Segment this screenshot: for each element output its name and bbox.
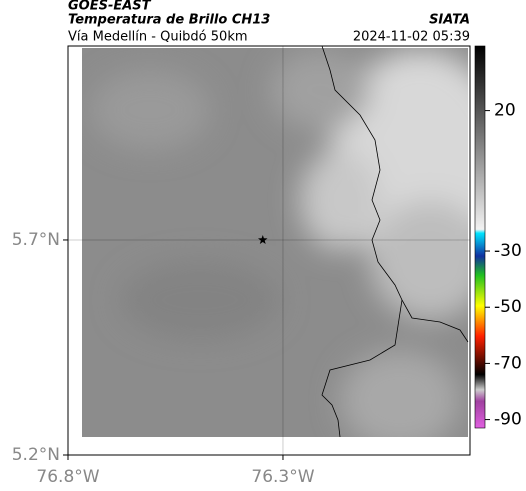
colorbar-tick-label: -30 <box>494 241 522 261</box>
subtitle: Temperatura de Brillo CH13 <box>68 13 270 28</box>
colorbar-tick-label: -90 <box>494 410 522 430</box>
colorbar <box>474 45 486 429</box>
colorbar-tick-label: 20 <box>494 101 516 121</box>
y-tick-label: 5.2°N <box>12 445 60 465</box>
brand: SIATA <box>429 13 470 28</box>
boundary <box>321 45 469 343</box>
map-frame <box>67 45 471 456</box>
title: GOES-EAST <box>68 0 152 14</box>
x-tick-label: 76.8°W <box>36 467 99 487</box>
boundary <box>321 299 403 438</box>
y-tick-label: 5.7°N <box>12 230 60 250</box>
timestamp: 2024-11-02 05:39 <box>353 30 470 45</box>
satellite-image <box>82 48 468 437</box>
station-marker <box>258 235 268 244</box>
colorbar-tick-label: -70 <box>494 353 522 373</box>
x-tick-label: 76.3°W <box>251 467 314 487</box>
colorbar-tick-label: -50 <box>494 297 522 317</box>
route: Vía Medellín - Quibdó 50km <box>68 30 248 45</box>
